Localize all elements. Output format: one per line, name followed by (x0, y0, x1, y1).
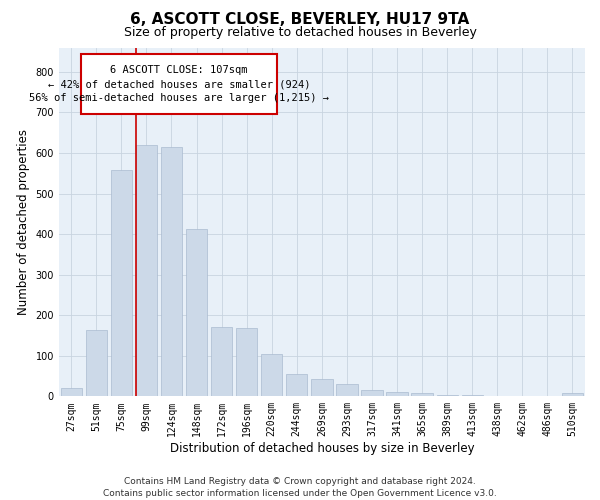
Text: Size of property relative to detached houses in Beverley: Size of property relative to detached ho… (124, 26, 476, 39)
Bar (81, 54, 277, 114)
Bar (361, 390, 383, 396)
Bar (111, 170, 132, 396)
Bar (261, 354, 283, 397)
Text: 6 ASCOTT CLOSE: 107sqm
← 42% of detached houses are smaller (924)
56% of semi-de: 6 ASCOTT CLOSE: 107sqm ← 42% of detached… (29, 65, 329, 103)
Bar (311, 379, 332, 396)
Bar (412, 394, 433, 396)
Y-axis label: Number of detached properties: Number of detached properties (17, 129, 30, 315)
Text: 6, ASCOTT CLOSE, BEVERLEY, HU17 9TA: 6, ASCOTT CLOSE, BEVERLEY, HU17 9TA (130, 12, 470, 28)
Bar (61, 388, 82, 396)
Bar (86, 330, 107, 396)
Bar (161, 148, 182, 396)
Bar (437, 395, 458, 396)
Bar (461, 395, 483, 396)
Bar (211, 328, 232, 396)
Bar (336, 384, 358, 396)
X-axis label: Distribution of detached houses by size in Beverley: Distribution of detached houses by size … (170, 442, 474, 455)
Bar (186, 229, 207, 396)
Bar (236, 328, 257, 396)
Bar (286, 374, 307, 396)
Bar (136, 145, 157, 397)
Bar (386, 392, 407, 396)
Text: Contains HM Land Registry data © Crown copyright and database right 2024.
Contai: Contains HM Land Registry data © Crown c… (103, 476, 497, 498)
Bar (562, 394, 583, 396)
